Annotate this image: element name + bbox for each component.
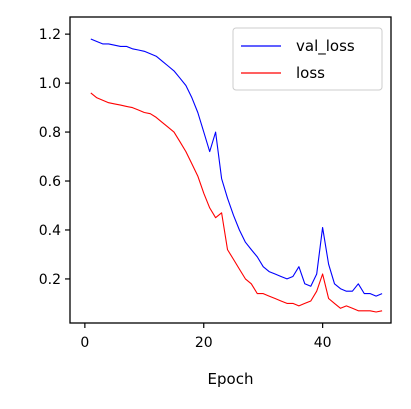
y-tick-label: 0.8 <box>39 125 61 141</box>
y-tick-label: 0.6 <box>39 174 61 190</box>
x-axis-ticks: 0 20 40 <box>80 323 332 351</box>
series-lines <box>90 38 383 313</box>
y-tick-label: 0.2 <box>39 272 61 288</box>
legend-label-loss: loss <box>296 64 325 82</box>
x-tick-label: 20 <box>195 335 213 351</box>
y-tick-label: 1.2 <box>39 27 61 43</box>
y-axis-ticks: 0.2 0.4 0.6 0.8 1.0 1.2 <box>39 27 70 288</box>
x-tick-label: 0 <box>80 335 89 351</box>
series-line-val-loss <box>90 38 383 297</box>
plot-frame <box>69 16 392 324</box>
legend: val_loss loss <box>232 27 383 91</box>
y-tick-label: 1.0 <box>39 76 61 92</box>
legend-box <box>232 27 383 91</box>
x-tick-label: 40 <box>314 335 332 351</box>
y-tick-label: 0.4 <box>39 223 61 239</box>
series-line-loss <box>90 92 383 313</box>
x-axis-label: Epoch <box>208 370 254 388</box>
legend-label-val-loss: val_loss <box>296 37 355 56</box>
